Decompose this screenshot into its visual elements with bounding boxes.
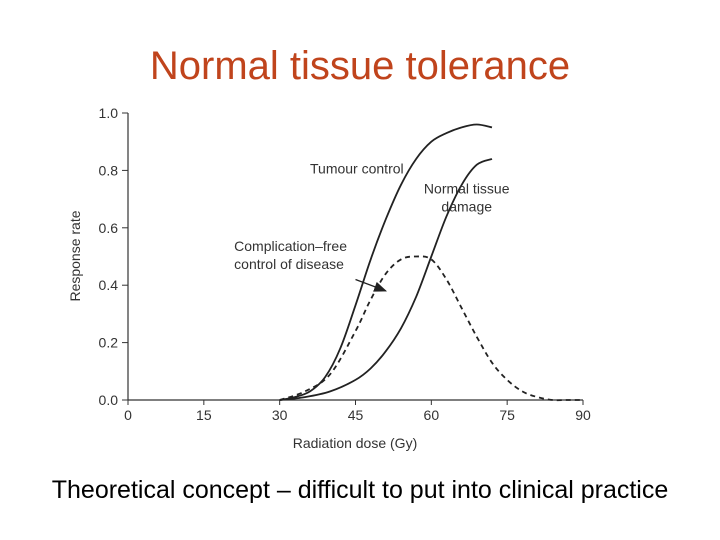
y-axis-title: Response rate [67,210,83,301]
normal-tissue-damage-curve [279,158,493,401]
x-tick-label: 15 [196,407,212,423]
y-tick-label: 0.0 [99,392,119,408]
x-tick-label: 75 [499,407,515,423]
y-tick-label: 0.6 [99,220,119,236]
x-tick-label: 0 [124,407,132,423]
x-tick-label: 60 [424,407,440,423]
annotation-complication-free: Complication–free control of disease [234,238,347,272]
x-axis-title: Radiation dose (Gy) [293,435,418,451]
annotation-normal-tissue-damage: Normal tissue damage [424,180,510,214]
tumour-control-curve [279,123,493,401]
x-tick-label: 45 [348,407,364,423]
slide-title: Normal tissue tolerance [149,44,571,88]
y-tick-label: 0.8 [99,162,119,178]
x-tick-label: 30 [272,407,288,423]
annotation-tumour-control: Tumour control [310,160,404,176]
slide-caption: Theoretical concept – difficult to put i… [51,476,669,504]
y-tick-label: 0.2 [99,335,119,351]
response-chart: 0 15 30 45 60 75 90 0.0 0.2 0.4 0.6 0.8 1.0 Tumour … [67,105,591,451]
annotation-arrow [355,278,388,292]
y-tick-label: 1.0 [99,105,119,121]
y-tick-label: 0.4 [99,277,119,293]
complication-free-control-curve [279,255,583,402]
x-tick-label: 90 [575,407,591,423]
